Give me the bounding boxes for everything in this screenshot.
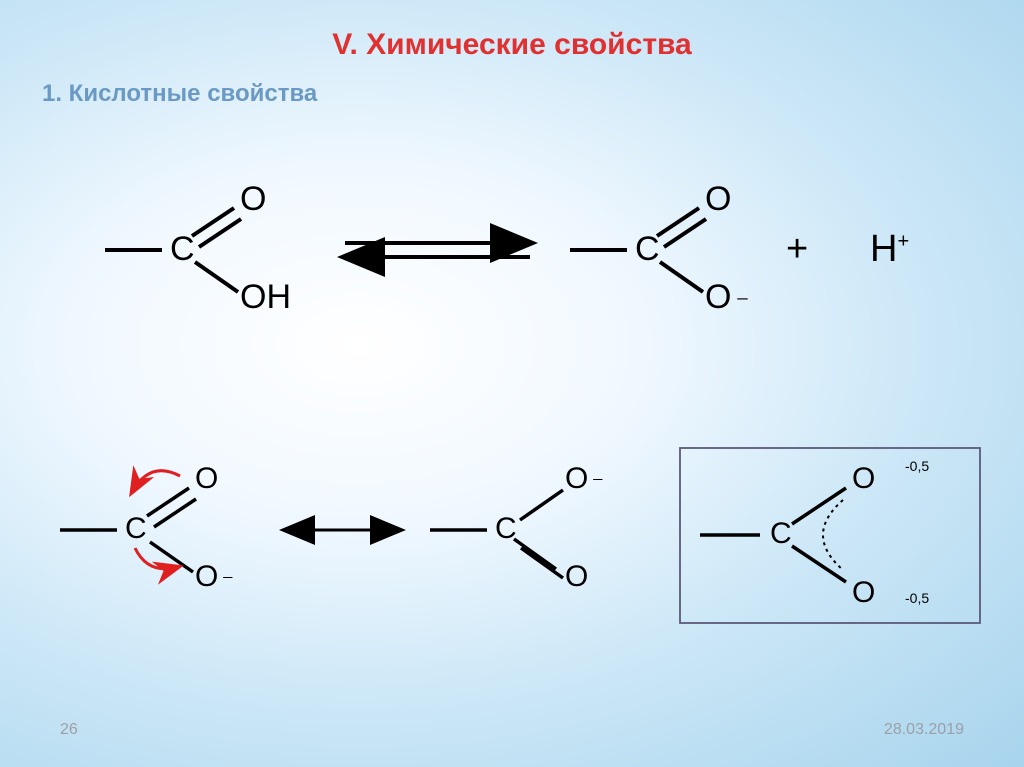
atom-c: C (770, 517, 792, 551)
atom-o: O (195, 462, 218, 496)
atom-o: O (240, 180, 266, 219)
atom-c: C (170, 230, 195, 269)
equilibrium-arrow-icon (345, 243, 530, 257)
slide-date: 28.03.2019 (884, 721, 964, 739)
atom-o: O (852, 576, 875, 610)
h-plus: H+ (870, 228, 909, 271)
atom-oh: OH (240, 278, 291, 317)
atom-o: O (852, 462, 875, 496)
atom-o: O (565, 560, 588, 594)
atom-o-minus: O_ (705, 278, 747, 317)
atom-c: C (635, 230, 660, 269)
diagram-canvas (0, 0, 1024, 767)
partial-charge-top: -0,5 (905, 458, 929, 474)
atom-o: O (705, 180, 731, 219)
partial-charge-bot: -0,5 (905, 590, 929, 606)
atom-o-minus: O_ (565, 462, 602, 496)
page-number: 26 (60, 721, 78, 739)
plus-sign: + (786, 228, 808, 271)
atom-c: C (125, 512, 147, 546)
atom-o-minus: O_ (195, 560, 232, 594)
atom-c: C (495, 512, 517, 546)
